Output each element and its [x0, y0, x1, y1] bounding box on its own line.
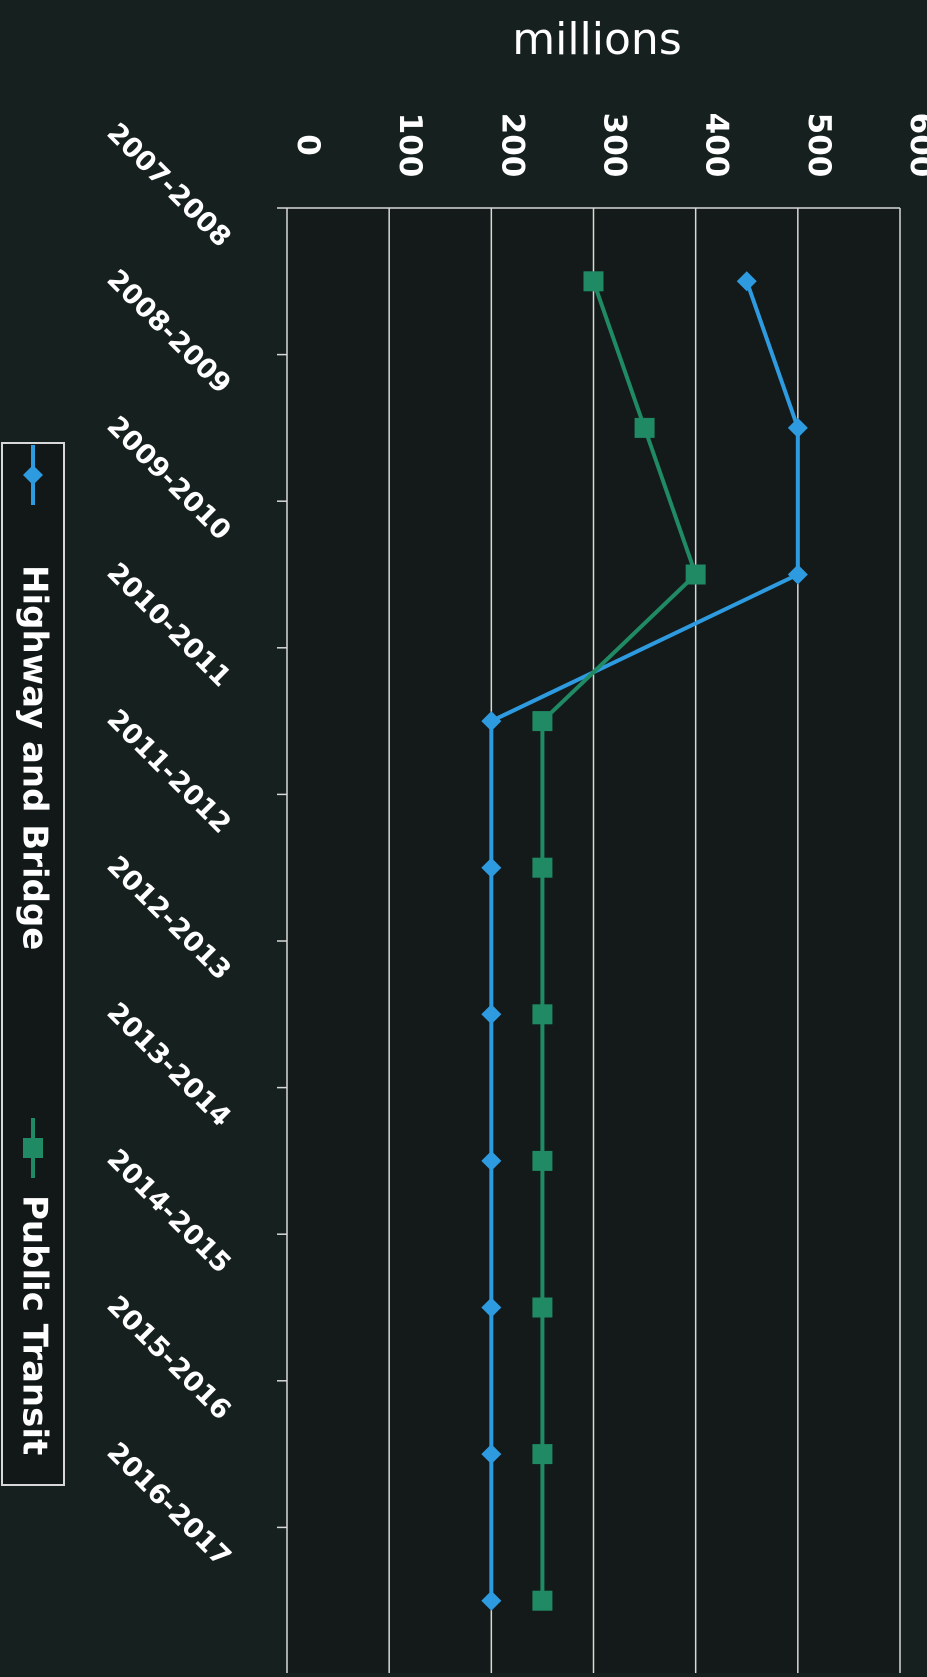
data-point-1-3: [787, 564, 808, 585]
data-point-1-6: [481, 1004, 502, 1025]
data-point-2-1: [583, 271, 604, 292]
data-point-2-2: [634, 417, 655, 438]
y-tick-label-0: 0: [290, 134, 326, 156]
x-tick-label-2014-2015: 2014-2015: [101, 1143, 237, 1279]
legend-label-2: Public Transit: [15, 1195, 55, 1455]
data-point-2-3: [685, 564, 706, 585]
x-tick-label-2012-2013: 2012-2013: [101, 850, 237, 986]
data-point-2-10: [532, 1590, 553, 1611]
data-point-2-5: [532, 857, 553, 878]
data-point-1-4: [481, 711, 502, 732]
series-line-1: [489, 280, 800, 1601]
series-markers: [481, 271, 808, 1611]
x-tick-label-2007-2008: 2007-2008: [101, 117, 237, 253]
y-tick-label-100: 100: [392, 113, 428, 178]
data-point-1-5: [481, 857, 502, 878]
legend-marker-2: [23, 1138, 43, 1158]
x-tick-label-2009-2010: 2009-2010: [101, 410, 237, 546]
y-tick-label-500: 500: [801, 113, 837, 178]
x-tick-label-2015-2016: 2015-2016: [101, 1290, 237, 1426]
y-tick-label-600: 600: [903, 113, 927, 178]
x-tick-label-2013-2014: 2013-2014: [101, 997, 237, 1133]
data-point-2-4: [532, 711, 553, 732]
legend: Highway and Bridge Public Transit: [1, 442, 65, 1486]
data-point-1-7: [481, 1150, 502, 1171]
x-tick-label-2016-2017: 2016-2017: [101, 1437, 237, 1573]
y-tick-label-300: 300: [597, 113, 633, 178]
data-point-1-8: [481, 1297, 502, 1318]
data-point-1-10: [481, 1590, 502, 1611]
x-tick-label-2010-2011: 2010-2011: [101, 557, 237, 693]
legend-label-1: Highway and Bridge: [15, 565, 55, 950]
y-tick-label-400: 400: [699, 113, 735, 178]
data-point-2-6: [532, 1004, 553, 1025]
x-tick-label-2008-2009: 2008-2009: [101, 264, 237, 400]
data-point-1-2: [787, 417, 808, 438]
y-tick-label-200: 200: [494, 113, 530, 178]
data-point-1-9: [481, 1444, 502, 1465]
data-point-2-7: [532, 1150, 553, 1171]
legend-marker-1: [23, 465, 43, 485]
data-point-1-1: [736, 271, 757, 292]
axis-ticks: [277, 207, 900, 1675]
series-line-2: [540, 280, 698, 1601]
legend-box: [1, 442, 65, 1486]
x-tick-label-2011-2012: 2011-2012: [101, 704, 237, 840]
series-lines: [489, 280, 800, 1601]
data-point-2-9: [532, 1444, 553, 1465]
y-axis-title: millions: [512, 14, 682, 65]
data-point-2-8: [532, 1297, 553, 1318]
